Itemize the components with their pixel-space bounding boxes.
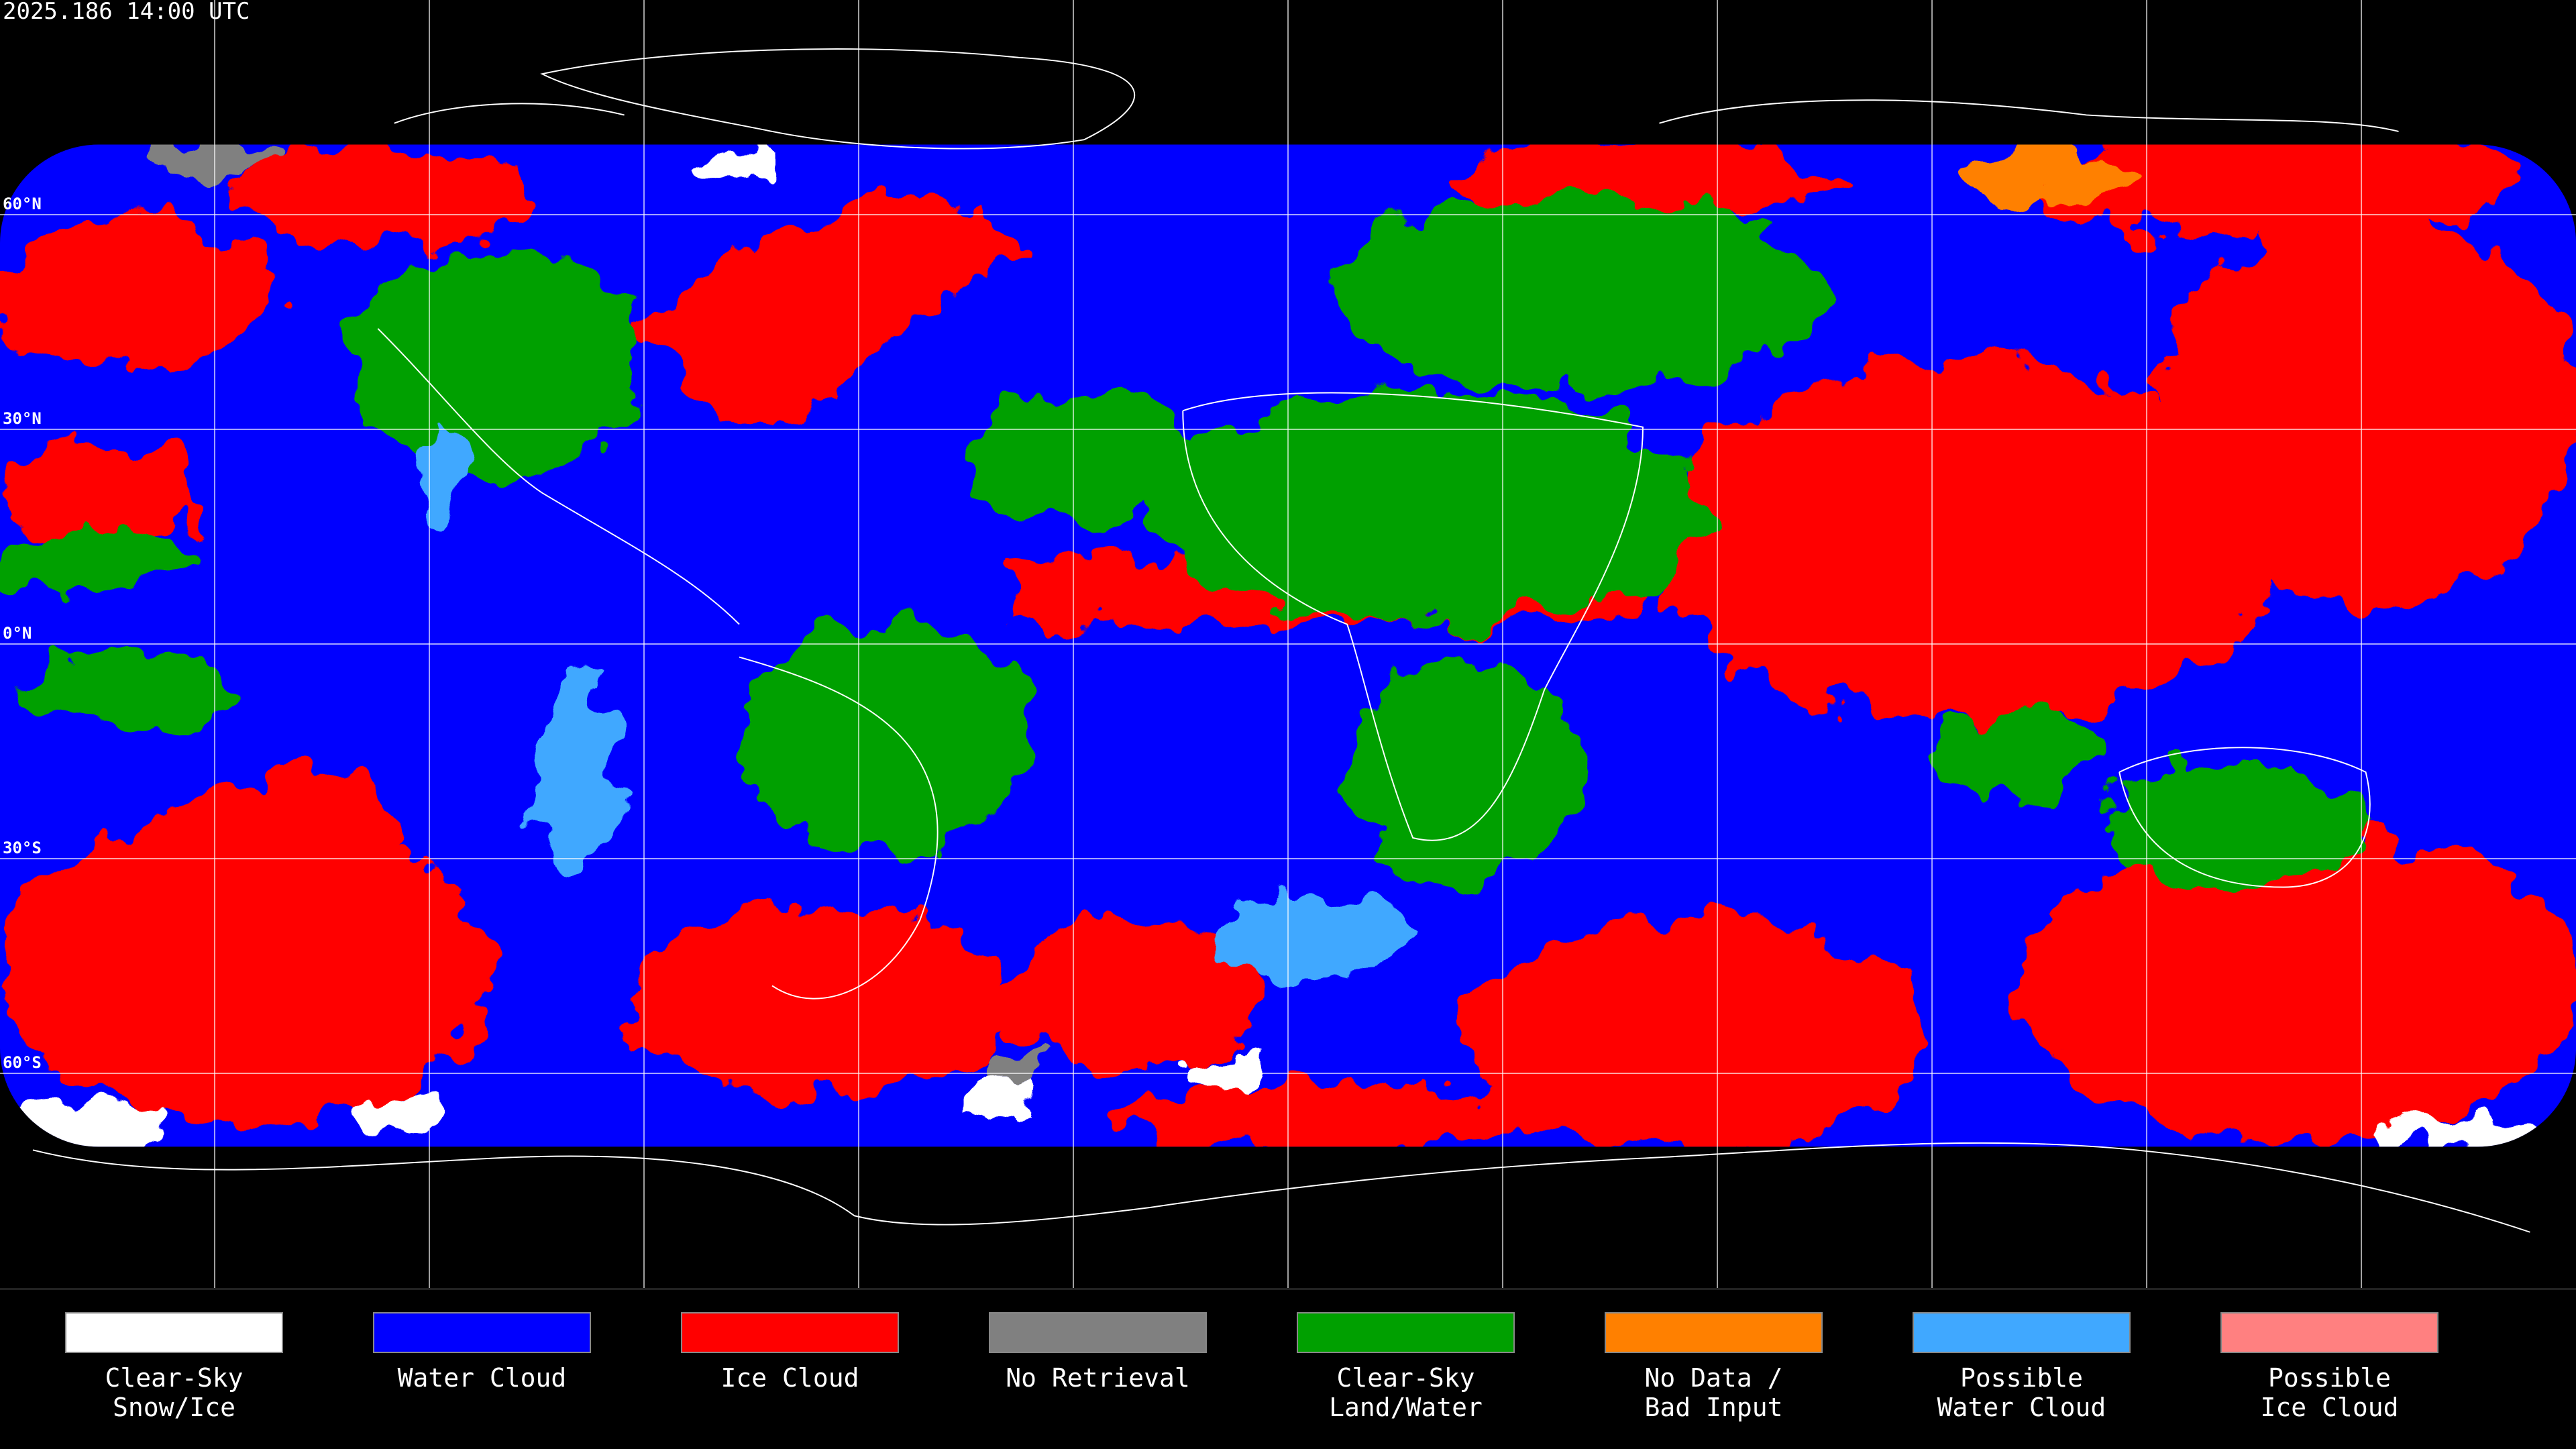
legend-label: Clear-Sky — [105, 1363, 244, 1393]
divider — [0, 1288, 2576, 1290]
legend-swatch — [1297, 1312, 1515, 1353]
graticule — [0, 0, 2576, 1289]
latitude-label: 0°N — [3, 624, 32, 643]
legend-label: Water Cloud — [398, 1363, 567, 1393]
latitude-label: 30°S — [3, 839, 42, 857]
legend-swatch — [2220, 1312, 2438, 1353]
latitude-label: 60°N — [3, 195, 42, 213]
legend-swatch — [1913, 1312, 2131, 1353]
legend-label: Possible — [1960, 1363, 2083, 1393]
legend-label: Ice Cloud — [2261, 1393, 2399, 1422]
legend-label: No Data / — [1645, 1363, 1783, 1393]
legend-label: Clear-Sky — [1337, 1363, 1475, 1393]
latitude-label: 30°N — [3, 409, 42, 428]
map — [0, 0, 2576, 1289]
timestamp: 2025.186 14:00 UTC — [3, 0, 250, 25]
legend-label: Possible — [2268, 1363, 2391, 1393]
legend-label: No Retrieval — [1006, 1363, 1190, 1393]
legend-label: Snow/Ice — [113, 1393, 235, 1422]
legend-label: Water Cloud — [1937, 1393, 2106, 1422]
legend-swatch — [65, 1312, 283, 1353]
legend-swatch — [681, 1312, 899, 1353]
latitude-label: 60°S — [3, 1053, 42, 1072]
latitude-labels: 60°N 30°N 0°N 30°S 60°S — [3, 195, 42, 1072]
legend-swatch — [989, 1312, 1207, 1353]
legend-label: Bad Input — [1645, 1393, 1783, 1422]
legend-label: Land/Water — [1329, 1393, 1483, 1422]
legend-swatch — [1605, 1312, 1823, 1353]
legend-label: Ice Cloud — [721, 1363, 859, 1393]
legend-swatch — [373, 1312, 591, 1353]
coastlines — [32, 48, 2530, 1233]
